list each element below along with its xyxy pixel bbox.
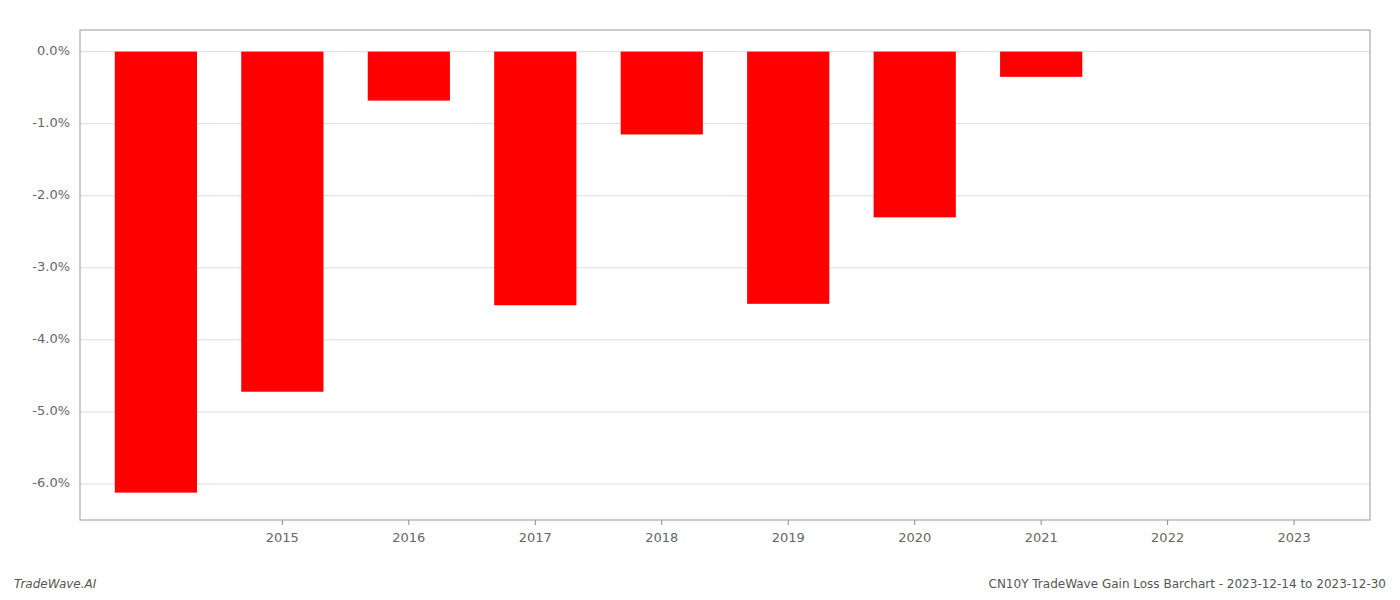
bar [747, 52, 829, 304]
bar [1127, 51, 1209, 52]
x-tick-label: 2015 [266, 530, 299, 545]
x-tick [535, 520, 536, 525]
bar [874, 52, 956, 218]
y-tick-label: 0.0% [37, 43, 70, 58]
x-tick [788, 520, 789, 525]
x-tick [1041, 520, 1042, 525]
x-tick [914, 520, 915, 525]
axes: 0.0% -1.0% -2.0% -3.0% -4.0% -5.0% -6.0% 2015 20… [32, 43, 1310, 545]
grid-line [80, 411, 1370, 412]
footer-text: TradeWave.AI [14, 577, 97, 591]
y-tick-label: -6.0% [32, 475, 70, 490]
bar [494, 52, 576, 306]
grid [80, 52, 1370, 484]
x-tick [282, 520, 283, 525]
x-tick [408, 520, 409, 525]
x-tick-label: 2021 [1025, 530, 1058, 545]
plot-frame [80, 30, 1370, 520]
chart: 0.0% -1.0% -2.0% -3.0% -4.0% -5.0% -6.0% 2015 20… [0, 0, 1400, 600]
x-tick-label: 2020 [898, 530, 931, 545]
bar [368, 52, 450, 101]
x-tick-label: 2023 [1278, 530, 1311, 545]
bar [621, 52, 703, 135]
x-tick [661, 520, 662, 525]
x-tick-label: 2016 [392, 530, 425, 545]
x-tick [1294, 520, 1295, 525]
x-tick-label: 2018 [645, 530, 678, 545]
grid-line [80, 483, 1370, 484]
y-tick-label: -1.0% [32, 115, 70, 130]
y-tick-label: -5.0% [32, 403, 70, 418]
x-tick [1167, 520, 1168, 525]
x-tick-label: 2022 [1151, 530, 1184, 545]
y-tick-label: -4.0% [32, 331, 70, 346]
x-tick-label: 2017 [519, 530, 552, 545]
bar [1000, 52, 1082, 77]
bar [241, 52, 323, 392]
bars [115, 52, 1083, 493]
y-tick-label: -2.0% [32, 187, 70, 202]
x-tick-label: 2019 [772, 530, 805, 545]
bar [115, 52, 197, 493]
y-tick-label: -3.0% [32, 259, 70, 274]
footer-text: CN10Y TradeWave Gain Loss Barchart - 202… [989, 577, 1386, 591]
